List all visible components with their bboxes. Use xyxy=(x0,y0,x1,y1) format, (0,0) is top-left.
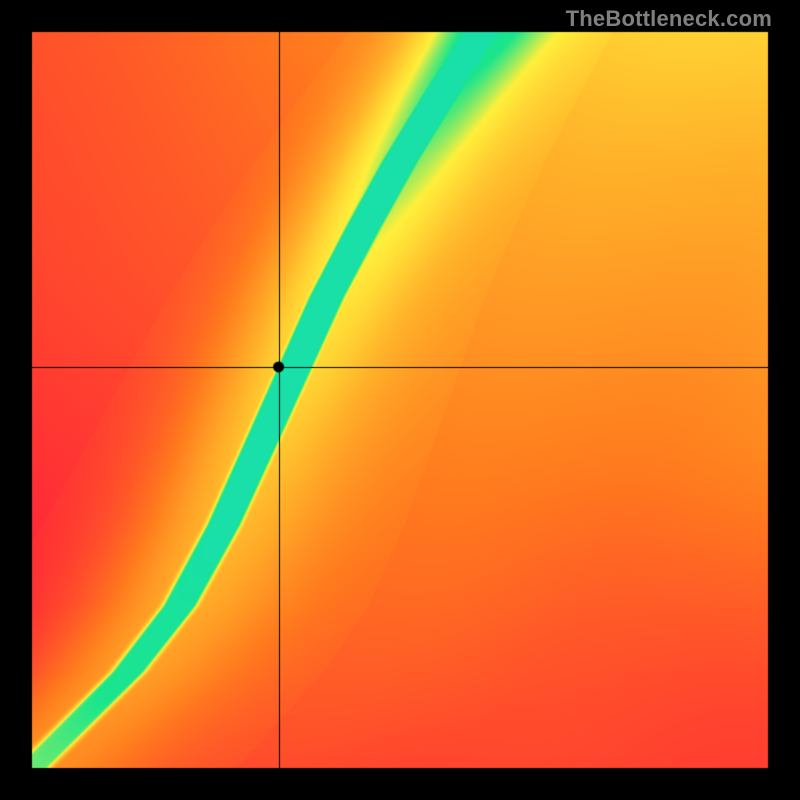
bottleneck-heatmap xyxy=(0,0,800,800)
watermark-text: TheBottleneck.com xyxy=(566,6,772,32)
